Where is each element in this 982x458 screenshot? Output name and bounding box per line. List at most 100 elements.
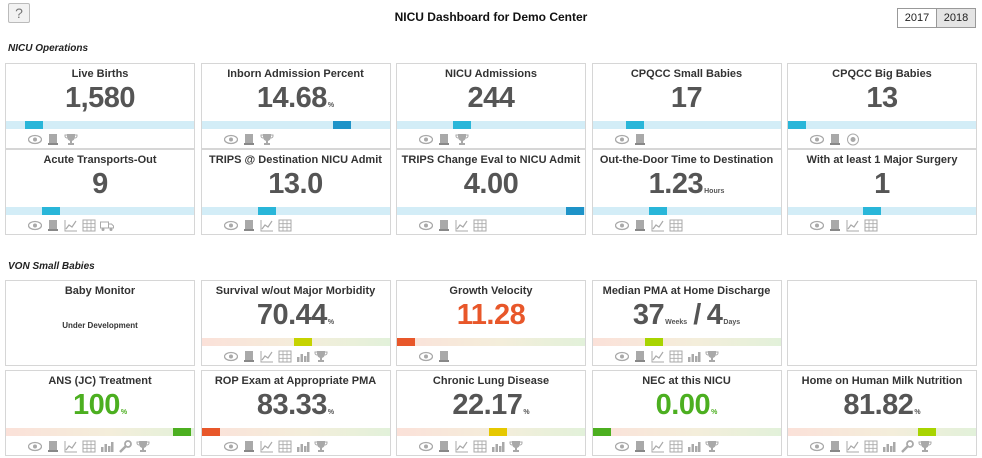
icon-button[interactable]	[27, 219, 43, 234]
icon-button[interactable]	[136, 440, 150, 455]
icon-button[interactable]	[669, 440, 683, 455]
icon-button[interactable]	[27, 440, 43, 455]
icon-button[interactable]	[64, 133, 78, 148]
icon-button[interactable]	[455, 440, 469, 455]
icon-button[interactable]	[846, 133, 860, 148]
icon-button[interactable]	[455, 133, 469, 148]
value: 13	[866, 82, 898, 114]
icon-button[interactable]	[278, 440, 292, 455]
icon-button[interactable]	[418, 440, 434, 455]
icon-button[interactable]	[491, 440, 505, 455]
icon-button[interactable]	[809, 440, 825, 455]
value: 81.82	[843, 389, 914, 421]
year-button[interactable]: 2017	[904, 12, 930, 24]
icon-bar	[418, 219, 487, 234]
icon-button[interactable]	[437, 133, 451, 148]
unit: %	[327, 409, 335, 416]
indicator-bar	[592, 338, 781, 346]
icon-button[interactable]	[633, 219, 647, 234]
icon-button[interactable]	[278, 350, 292, 365]
icon-button[interactable]	[473, 440, 487, 455]
icon-button[interactable]	[82, 440, 96, 455]
icon-button[interactable]	[614, 219, 629, 234]
indicator-marker	[201, 428, 220, 436]
icon-button[interactable]	[846, 219, 860, 234]
icon-button[interactable]	[705, 440, 719, 455]
icon-button[interactable]	[118, 440, 132, 455]
icon-button[interactable]	[473, 219, 487, 234]
tile-value: 100%	[6, 389, 194, 422]
icon-button[interactable]	[705, 350, 719, 365]
icon-button[interactable]	[864, 219, 878, 234]
icon-button[interactable]	[260, 133, 274, 148]
icon-button[interactable]	[242, 350, 256, 365]
icon-button[interactable]	[223, 133, 238, 148]
tile: NICU Admissions 244	[396, 63, 586, 149]
icon-button[interactable]	[614, 133, 629, 148]
icon-button[interactable]	[809, 219, 825, 234]
icon-button[interactable]	[633, 350, 647, 365]
icon-button[interactable]	[828, 219, 842, 234]
icon-button[interactable]	[687, 440, 701, 455]
icon-button[interactable]	[418, 350, 434, 365]
icon-button[interactable]	[242, 133, 256, 148]
icon-button[interactable]	[64, 219, 78, 234]
icon-button[interactable]	[437, 219, 451, 234]
icon-button[interactable]	[918, 440, 932, 455]
icon-button[interactable]	[223, 350, 238, 365]
icon-button[interactable]	[260, 440, 274, 455]
indicator-bar	[592, 207, 781, 215]
icon-button[interactable]	[651, 219, 665, 234]
icon-button[interactable]	[633, 440, 647, 455]
icon-button[interactable]	[27, 133, 43, 148]
icon-button[interactable]	[314, 440, 328, 455]
icon-button[interactable]	[46, 440, 60, 455]
icon-button[interactable]	[260, 350, 274, 365]
icon-button[interactable]	[82, 219, 96, 234]
indicator-marker	[645, 338, 664, 346]
icon-button[interactable]	[455, 219, 469, 234]
icon-button[interactable]	[296, 350, 310, 365]
value: 17	[670, 82, 703, 114]
icon-button[interactable]	[651, 440, 665, 455]
icon-button[interactable]	[64, 440, 78, 455]
icon-button[interactable]	[242, 219, 256, 234]
icon-button[interactable]	[864, 440, 878, 455]
icon-button[interactable]	[687, 350, 701, 365]
icon-button[interactable]	[418, 133, 434, 148]
icon-button[interactable]	[278, 219, 292, 234]
help-button[interactable]: ?	[8, 3, 30, 23]
icon-button[interactable]	[100, 440, 114, 455]
icon-button[interactable]	[242, 440, 256, 455]
icon-button[interactable]	[46, 219, 60, 234]
icon-button[interactable]	[614, 350, 629, 365]
icon-button[interactable]	[809, 133, 825, 148]
icon-button[interactable]	[437, 440, 451, 455]
unit: %	[120, 409, 128, 416]
icon-button[interactable]	[828, 133, 842, 148]
icon-button[interactable]	[314, 350, 328, 365]
icon-button[interactable]	[900, 440, 914, 455]
icon-button[interactable]	[828, 440, 842, 455]
icon-button[interactable]	[633, 133, 647, 148]
icon-button[interactable]	[651, 350, 665, 365]
icon-button[interactable]	[669, 350, 683, 365]
icon-button[interactable]	[509, 440, 523, 455]
icon-button[interactable]	[100, 219, 114, 234]
icon-button[interactable]	[296, 440, 310, 455]
icon-button[interactable]	[260, 219, 274, 234]
icon-button[interactable]	[223, 440, 238, 455]
tile-value: 244	[397, 82, 585, 115]
icon-button[interactable]	[437, 350, 451, 365]
year-button[interactable]: 2018	[936, 9, 975, 27]
icon-button[interactable]	[882, 440, 896, 455]
icon-button[interactable]	[846, 440, 860, 455]
icon-button[interactable]	[46, 133, 60, 148]
icon-button[interactable]	[223, 219, 238, 234]
icon-bar	[223, 440, 328, 455]
icon-button[interactable]	[418, 219, 434, 234]
tile: Acute Transports-Out 9	[5, 149, 195, 235]
tile-value: 17	[593, 82, 781, 115]
icon-button[interactable]	[669, 219, 683, 234]
icon-button[interactable]	[614, 440, 629, 455]
